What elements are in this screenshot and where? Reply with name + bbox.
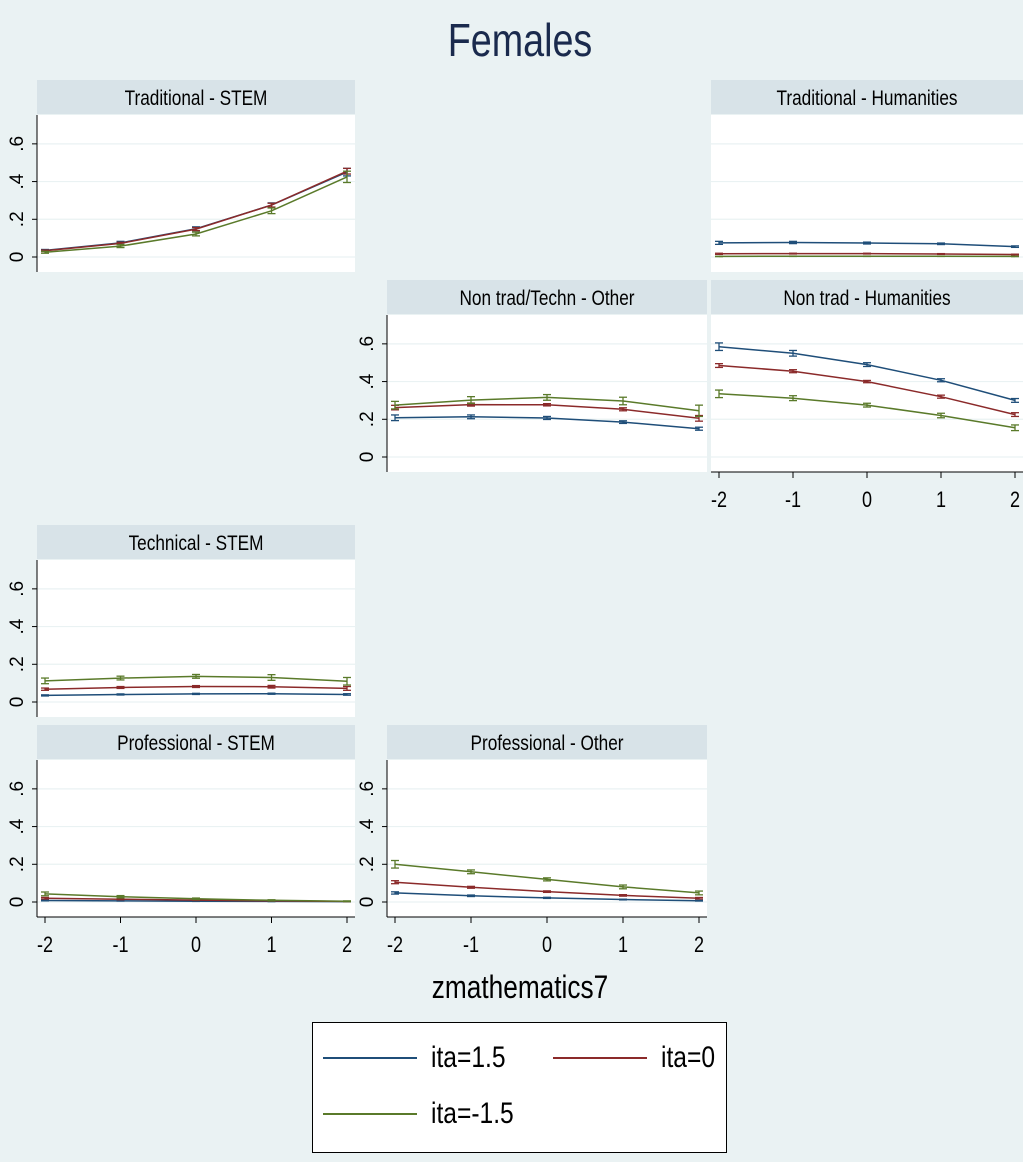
y-tick-label: .6 [7,136,28,152]
y-tick-label: .4 [357,373,378,389]
y-tick-label: .4 [7,173,28,189]
plot-area [711,315,1023,472]
plot-area [37,560,355,717]
x-tick-label: 0 [191,933,201,957]
panel-title: Professional - STEM [117,733,275,756]
y-tick-label: .2 [357,411,378,427]
y-tick-label: .4 [7,818,28,834]
legend-label: ita=1.5 [431,1041,506,1074]
plot-area [387,760,707,917]
legend-label: ita=-1.5 [431,1097,514,1130]
y-tick-label: .4 [7,618,28,634]
x-tick-label: -2 [387,933,403,957]
y-tick-label: .2 [7,656,28,672]
x-tick-label: -2 [711,488,727,512]
panel-header [711,280,1023,314]
legend-label: ita=0 [661,1041,716,1074]
plot-area [711,115,1023,272]
y-tick-label: 0 [7,697,28,708]
panel-header [387,280,707,314]
panel-technical-stem: Technical - STEM 0 .2 .4 .6 [7,525,355,717]
x-tick-label: 1 [266,933,276,957]
legend: ita=1.5 ita=0 ita=-1.5 [312,1022,727,1153]
x-tick-label: 2 [694,933,704,957]
x-tick-label: -2 [37,933,53,957]
plot-area [37,760,355,917]
y-tick-label: .2 [7,211,28,227]
legend-swatch [553,1057,647,1059]
y-tick-label: 0 [357,452,378,463]
panel-title: Non trad/Techn - Other [459,288,635,311]
y-tick-label: .6 [7,781,28,797]
x-tick-label: -1 [463,933,479,957]
y-tick-label: .2 [357,856,378,872]
panel-header [37,725,355,759]
panels-group: Traditional - STEM 0 .2 .4 .6 Traditional - H… [7,80,1023,957]
y-tick-label: .4 [357,818,378,834]
legend-swatch [323,1113,417,1115]
legend-swatch [323,1057,417,1059]
panel-title: Traditional - STEM [125,88,268,111]
figure-title: Females [448,14,593,65]
y-tick-label: .2 [7,856,28,872]
panel-title: Professional - Other [470,733,624,756]
x-tick-label: -1 [785,488,801,512]
y-tick-label: 0 [357,897,378,908]
y-tick-label: .6 [357,336,378,352]
panel-header [387,725,707,759]
y-tick-label: .6 [357,781,378,797]
x-tick-label: 0 [862,488,872,512]
y-tick-label: 0 [7,252,28,263]
panel-header [37,525,355,559]
x-tick-label: 1 [618,933,628,957]
panel-professional-stem: Professional - STEM 0 .2 .4 .6 -2 -1 0 1 2 [7,725,355,957]
x-axis-label: zmathematics7 [432,971,608,1006]
panel-professional-other: Professional - Other 0 .2 .4 .6 -2 -1 0 1 2 [357,725,707,957]
panel-title: Technical - STEM [129,533,264,556]
y-tick-label: 0 [7,897,28,908]
panel-header [711,80,1023,114]
y-tick-label: .6 [7,581,28,597]
x-tick-label: 0 [542,933,552,957]
x-tick-label: -1 [112,933,128,957]
legend-item-ita-1-5: ita=1.5 [323,1041,522,1075]
x-tick-label: 2 [1010,488,1020,512]
legend-item-ita-0: ita=0 [553,1041,727,1075]
plot-area [387,315,707,472]
panel-traditional-humanities: Traditional - Humanities [711,80,1023,272]
x-tick-label: 1 [936,488,946,512]
panel-non-trad-techn-other: Non trad/Techn - Other 0 .2 .4 .6 [357,280,707,472]
panel-title: Non trad - Humanities [783,288,950,311]
panel-header [37,80,355,114]
legend-item-ita-minus-1-5: ita=-1.5 [323,1097,532,1131]
panel-traditional-stem: Traditional - STEM 0 .2 .4 .6 [7,80,355,272]
panel-title: Traditional - Humanities [776,88,957,111]
x-tick-label: 2 [342,933,352,957]
panel-non-trad-humanities: Non trad - Humanities -2 -1 0 1 2 [711,280,1023,512]
